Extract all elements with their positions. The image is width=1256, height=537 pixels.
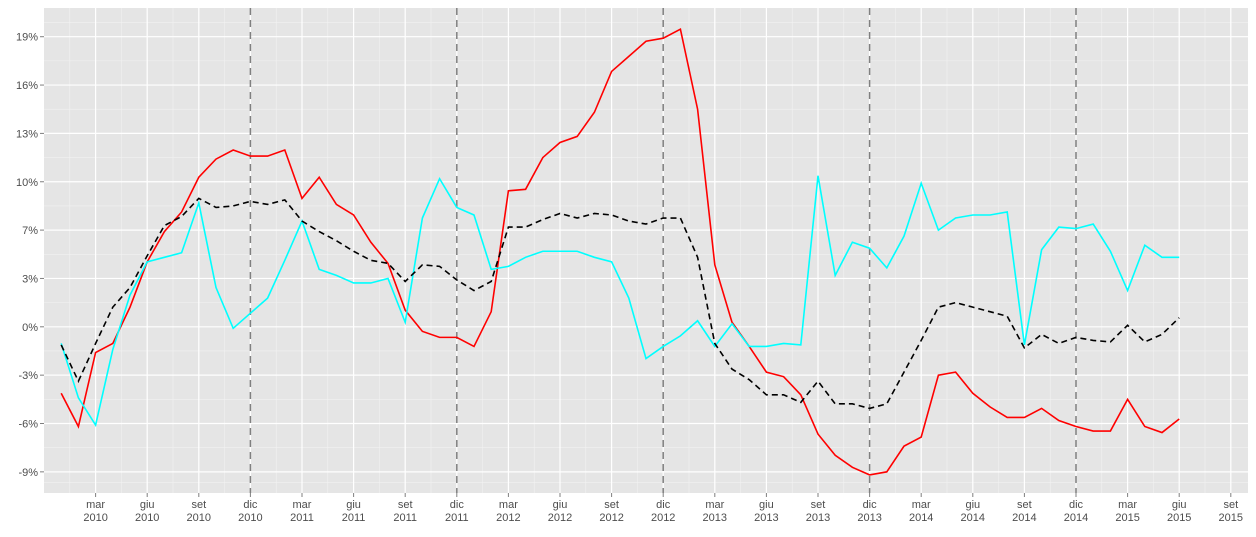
series-line [60, 197, 1180, 410]
x-tick-label: dic 2011 [445, 499, 469, 524]
x-tick-label: mar 2012 [496, 499, 520, 524]
x-tick-label: giu 2014 [961, 499, 985, 524]
x-tick-label: set 2014 [1012, 499, 1036, 524]
x-tick-label: giu 2010 [135, 499, 159, 524]
x-tick-label: set 2015 [1219, 499, 1243, 524]
x-tick-label: mar 2015 [1115, 499, 1139, 524]
x-tick-label: mar 2011 [290, 499, 314, 524]
x-tick-label: dic 2013 [857, 499, 881, 524]
x-tick-label: mar 2013 [703, 499, 727, 524]
x-tick-label: mar 2014 [909, 499, 933, 524]
x-tick-label: mar 2010 [83, 499, 107, 524]
y-tick-label: 16% [16, 80, 38, 92]
y-tick-label: -9% [18, 467, 38, 479]
y-tick-label: -3% [18, 370, 38, 382]
x-tick-label: giu 2015 [1167, 499, 1191, 524]
y-tick-label: 7% [22, 225, 38, 237]
x-tick-label: dic 2014 [1064, 499, 1088, 524]
x-tick-label: dic 2012 [651, 499, 675, 524]
series-line [60, 175, 1180, 428]
x-tick-label: giu 2013 [754, 499, 778, 524]
x-tick-label: set 2012 [599, 499, 623, 524]
y-tick-label: 13% [16, 128, 38, 140]
x-tick-label: set 2011 [393, 499, 417, 524]
x-tick-label: dic 2010 [238, 499, 262, 524]
y-tick-label: -6% [18, 418, 38, 430]
x-tick-label: giu 2011 [342, 499, 366, 524]
x-tick-label: set 2010 [187, 499, 211, 524]
y-tick-label: 10% [16, 177, 38, 189]
y-tick-label: 19% [16, 32, 38, 44]
y-tick-label: 0% [22, 322, 38, 334]
x-tick-label: giu 2012 [548, 499, 572, 524]
series-line [60, 27, 1180, 476]
x-tick-label: set 2013 [806, 499, 830, 524]
y-tick-label: 3% [22, 273, 38, 285]
